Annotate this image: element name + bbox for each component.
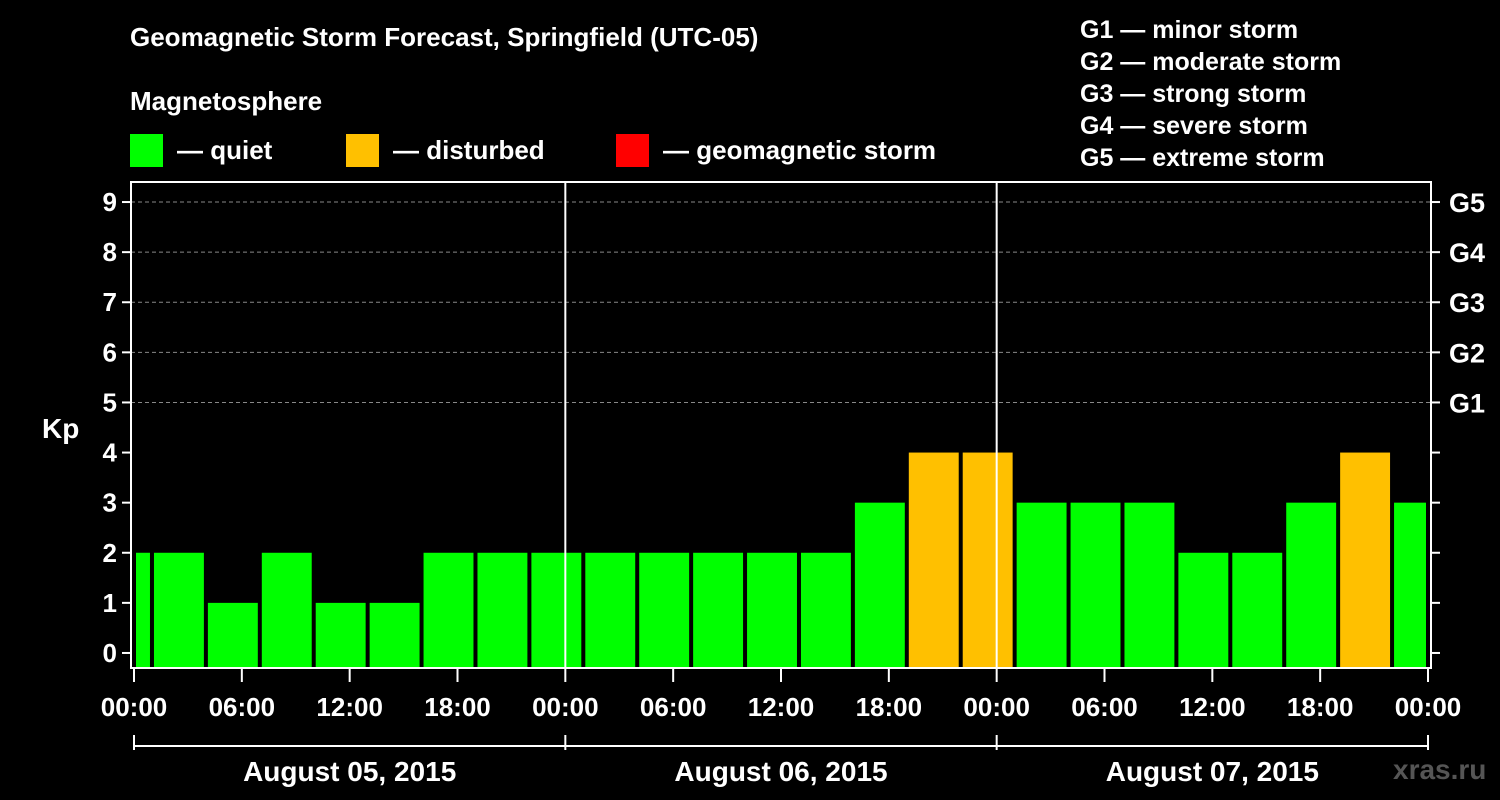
day-label: August 06, 2015 xyxy=(674,756,887,787)
x-tick-label: 00:00 xyxy=(532,692,599,722)
x-tick-label: 12:00 xyxy=(748,692,815,722)
y-tick-label: 8 xyxy=(103,237,117,267)
bar xyxy=(369,602,420,668)
bar xyxy=(747,552,797,668)
g-level-label: G1 xyxy=(1449,388,1485,418)
storm-level-list: G1 — minor storm G2 — moderate storm G3 … xyxy=(1080,14,1341,174)
y-tick-label: 3 xyxy=(103,488,117,518)
y-tick-label: 5 xyxy=(103,387,117,417)
legend-label-quiet: — quiet xyxy=(177,134,273,165)
g-level-label: G5 xyxy=(1449,188,1485,218)
legend-swatch-quiet xyxy=(130,133,163,167)
x-tick-label: 06:00 xyxy=(1071,692,1138,722)
bar xyxy=(261,552,312,668)
day-label: August 05, 2015 xyxy=(243,756,456,787)
bar xyxy=(1340,452,1391,668)
y-tick-label: 7 xyxy=(103,287,117,317)
bar xyxy=(136,552,150,668)
chart-title: Geomagnetic Storm Forecast, Springfield … xyxy=(130,22,759,52)
storm-level-g4: G4 — severe storm xyxy=(1080,112,1308,140)
legend-heading: Magnetosphere xyxy=(130,86,323,116)
legend-item-storm: — geomagnetic storm xyxy=(616,133,937,167)
storm-level-g5: G5 — extreme storm xyxy=(1080,144,1325,172)
x-tick-label: 18:00 xyxy=(1287,692,1354,722)
bar xyxy=(1178,552,1229,668)
y-tick-label: 6 xyxy=(103,337,117,367)
bar xyxy=(1070,502,1121,668)
bar xyxy=(585,552,636,668)
x-tick-label: 00:00 xyxy=(101,692,168,722)
bar xyxy=(153,552,204,668)
x-tick-label: 06:00 xyxy=(640,692,707,722)
legend-item-quiet: — quiet xyxy=(130,133,273,167)
legend-label-disturbed: — disturbed xyxy=(393,134,545,165)
bar xyxy=(1124,502,1175,668)
x-tick-label: 12:00 xyxy=(1179,692,1246,722)
legend-label-storm: — geomagnetic storm xyxy=(663,134,937,165)
bar xyxy=(1232,552,1283,668)
legend-swatch-disturbed xyxy=(346,133,379,167)
bar xyxy=(207,602,258,668)
legend-item-disturbed: — disturbed xyxy=(346,133,545,167)
y-tick-label: 9 xyxy=(103,187,117,217)
y-axis-label: Kp xyxy=(42,413,79,444)
y-tick-label: 0 xyxy=(103,638,117,668)
watermark: xras.ru xyxy=(1393,754,1487,785)
g-level-label: G4 xyxy=(1449,238,1485,268)
bar xyxy=(854,502,905,668)
storm-level-g3: G3 — strong storm xyxy=(1080,80,1307,108)
bar xyxy=(1286,502,1337,668)
bar xyxy=(531,552,582,668)
bar xyxy=(908,452,959,668)
g-level-label: G3 xyxy=(1449,288,1485,318)
x-tick-label: 00:00 xyxy=(1395,692,1462,722)
y-tick-label: 4 xyxy=(103,438,118,468)
g-level-label: G2 xyxy=(1449,338,1485,368)
storm-level-g1: G1 — minor storm xyxy=(1080,16,1299,44)
bar xyxy=(639,552,690,668)
day-label: August 07, 2015 xyxy=(1106,756,1319,787)
bar xyxy=(962,452,1013,668)
y-tick-label: 1 xyxy=(103,588,117,618)
storm-level-g2: G2 — moderate storm xyxy=(1080,48,1342,76)
bar xyxy=(423,552,474,668)
bar xyxy=(315,602,366,668)
bar xyxy=(1394,502,1426,668)
bar xyxy=(477,552,528,668)
legend-swatch-storm xyxy=(616,133,649,167)
bar xyxy=(800,552,851,668)
x-tick-label: 06:00 xyxy=(209,692,276,722)
x-tick-label: 18:00 xyxy=(424,692,491,722)
x-tick-label: 12:00 xyxy=(316,692,383,722)
y-tick-label: 2 xyxy=(103,538,117,568)
bar xyxy=(693,552,744,668)
x-tick-label: 00:00 xyxy=(963,692,1030,722)
bar xyxy=(1016,502,1067,668)
x-tick-label: 18:00 xyxy=(856,692,923,722)
